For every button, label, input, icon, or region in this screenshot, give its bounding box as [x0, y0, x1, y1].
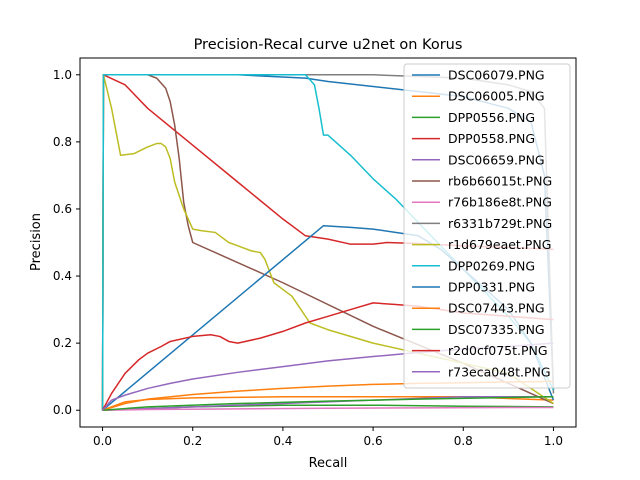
y-tick-label: 1.0 [53, 68, 72, 82]
y-axis-label: Precision [29, 213, 44, 271]
x-axis: 0.0 0.2 0.4 0.6 0.8 1.0 [93, 427, 563, 448]
legend-label: r73eca048t.PNG [448, 364, 551, 379]
legend-label: DSC06659.PNG [448, 152, 545, 167]
y-tick-label: 0.8 [53, 135, 72, 149]
y-tick-label: 0.6 [53, 202, 72, 216]
x-axis-label: Recall [309, 456, 348, 471]
series-line-8 [101, 74, 554, 411]
legend: DSC06079.PNG DSC06005.PNG DPP0556.PNG DPP05… [403, 63, 571, 389]
x-tick-label: 0.6 [364, 434, 383, 448]
x-tick-label: 0.4 [273, 434, 292, 448]
x-tick-label: 0.8 [454, 434, 473, 448]
legend-label: r6331b729t.PNG [448, 216, 552, 231]
legend-label: DSC06079.PNG [448, 68, 545, 83]
legend-label: rb6b66015t.PNG [448, 174, 552, 189]
x-tick-label: 0.0 [93, 434, 112, 448]
legend-label: r2d0cf075t.PNG [448, 343, 548, 358]
y-tick-label: 0.4 [53, 269, 72, 283]
legend-label: DPP0556.PNG [448, 110, 535, 125]
legend-label: DSC06005.PNG [448, 89, 545, 104]
series-line-6 [102, 406, 554, 411]
legend-label: DSC07335.PNG [448, 322, 545, 337]
legend-label: DPP0269.PNG [448, 258, 535, 273]
legend-label: r76b186e8t.PNG [448, 195, 552, 210]
legend-label: DPP0331.PNG [448, 280, 535, 295]
legend-box [403, 63, 571, 389]
y-tick-label: 0.0 [53, 403, 72, 417]
plot-frame [79, 57, 577, 428]
y-axis: 0.0 0.2 0.4 0.6 0.8 1.0 [53, 68, 80, 417]
x-tick-label: 0.2 [183, 434, 202, 448]
y-tick-label: 0.2 [53, 336, 72, 350]
chart-title: Precision-Recal curve u2net on Korus [194, 37, 463, 53]
legend-label: DPP0558.PNG [448, 131, 535, 146]
legend-label: DSC07443.PNG [448, 301, 545, 316]
legend-label: r1d679eaet.PNG [448, 237, 551, 252]
x-tick-label: 1.0 [544, 434, 563, 448]
series-line-12 [102, 396, 554, 411]
